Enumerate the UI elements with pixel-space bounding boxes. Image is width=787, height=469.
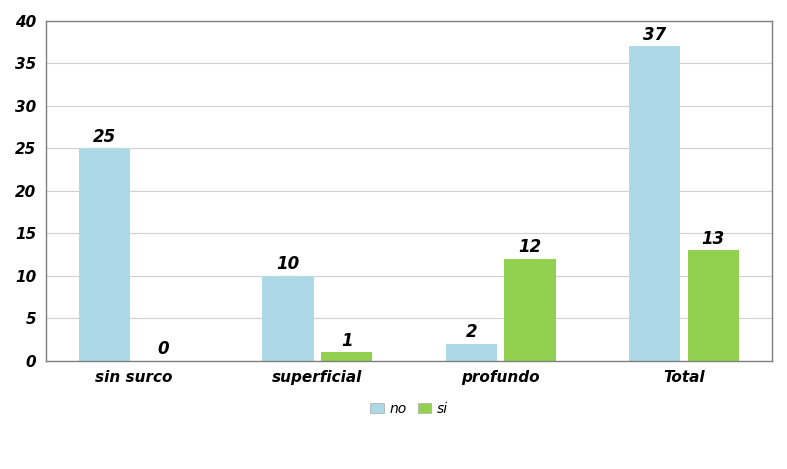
Text: 2: 2 xyxy=(465,323,477,341)
Text: 1: 1 xyxy=(341,332,353,349)
Bar xyxy=(445,344,497,361)
Text: 13: 13 xyxy=(702,230,725,248)
Text: 25: 25 xyxy=(93,128,116,146)
Bar xyxy=(321,352,372,361)
Bar xyxy=(629,46,680,361)
Text: 12: 12 xyxy=(519,238,541,256)
Bar xyxy=(688,250,739,361)
Text: 10: 10 xyxy=(276,255,300,273)
Bar xyxy=(262,276,314,361)
Bar xyxy=(504,259,556,361)
Text: 0: 0 xyxy=(157,340,169,358)
Bar xyxy=(79,148,131,361)
Text: 37: 37 xyxy=(643,26,667,44)
Legend: no, si: no, si xyxy=(364,396,454,422)
